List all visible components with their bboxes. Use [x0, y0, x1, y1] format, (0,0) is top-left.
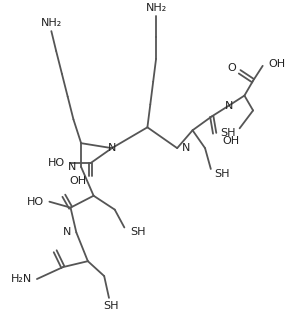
Text: SH: SH	[103, 301, 119, 311]
Text: N: N	[225, 100, 233, 111]
Text: NH₂: NH₂	[41, 18, 62, 28]
Text: HO: HO	[27, 197, 44, 207]
Text: H₂N: H₂N	[11, 274, 32, 284]
Text: NH₂: NH₂	[145, 3, 167, 13]
Text: N: N	[63, 227, 71, 238]
Text: N: N	[68, 162, 76, 172]
Text: N: N	[182, 143, 190, 153]
Text: N: N	[108, 143, 116, 153]
Text: OH: OH	[222, 136, 240, 146]
Text: HO: HO	[48, 158, 65, 168]
Text: O: O	[227, 63, 236, 73]
Text: OH: OH	[70, 176, 87, 186]
Text: OH: OH	[268, 59, 286, 69]
Text: SH: SH	[220, 128, 236, 138]
Text: SH: SH	[130, 227, 146, 238]
Text: SH: SH	[215, 169, 230, 179]
